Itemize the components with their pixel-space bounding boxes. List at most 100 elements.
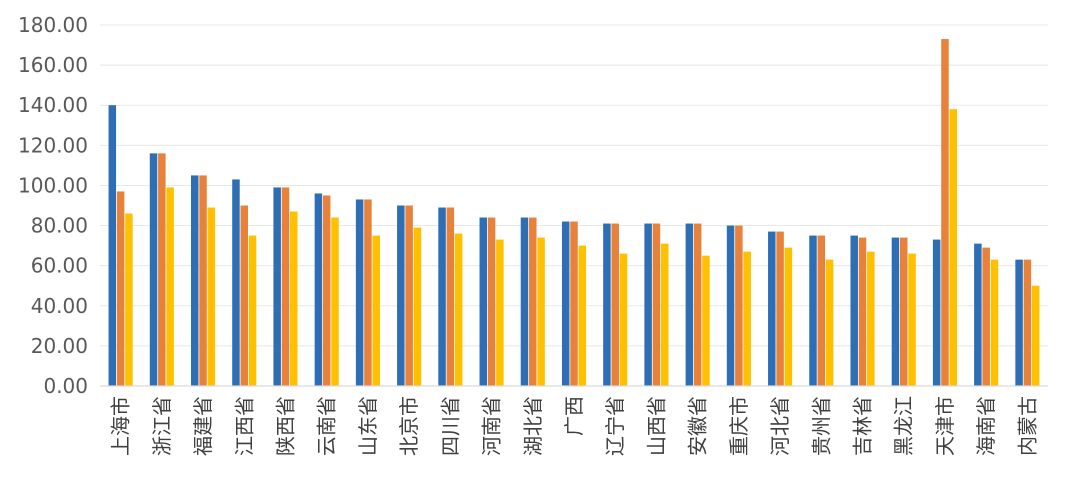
bar: [273, 187, 281, 386]
x-tick-label: 河南省: [480, 396, 504, 456]
bar: [990, 259, 999, 386]
bar: [949, 109, 958, 386]
bar: [726, 225, 735, 386]
x-tick-label: 四川省: [438, 396, 462, 456]
x-tick-label: 天津市: [933, 396, 957, 456]
bar: [199, 175, 207, 386]
bar: [108, 105, 117, 386]
bar: [974, 243, 982, 386]
bar: [372, 235, 380, 386]
bar: [364, 199, 372, 386]
bar: [932, 239, 941, 386]
x-tick-label: 江西省: [232, 396, 256, 456]
bar: [619, 253, 628, 386]
bar: [644, 223, 652, 386]
bar: [240, 205, 249, 386]
bar: [446, 207, 455, 386]
bar: [660, 243, 669, 386]
bar: [331, 217, 339, 386]
bar: [397, 205, 405, 386]
bar: [858, 237, 867, 386]
bar: [413, 227, 422, 386]
bar: [149, 153, 158, 386]
x-tick-label: 安徽省: [686, 396, 710, 456]
bar: [166, 187, 174, 386]
bar: [982, 247, 990, 386]
x-tick-label: 湖北省: [521, 396, 545, 456]
bar: [496, 239, 504, 386]
y-tick-label: 160.00: [18, 53, 88, 77]
bar: [693, 223, 702, 386]
y-tick-label: 80.00: [31, 214, 88, 238]
bar: [941, 39, 949, 386]
x-tick-label: 吉林省: [851, 396, 875, 456]
bar: [570, 221, 578, 386]
bar: [685, 223, 694, 386]
bar: [454, 233, 463, 386]
bar: [743, 251, 751, 386]
bar: [314, 193, 323, 386]
x-tick-label: 辽宁省: [603, 396, 627, 456]
bar: [809, 235, 817, 386]
bar: [190, 175, 199, 386]
bar: [438, 207, 446, 386]
y-tick-label: 120.00: [18, 133, 88, 157]
bar: [405, 205, 413, 386]
bar: [652, 223, 661, 386]
bar: [479, 217, 488, 386]
x-tick-label: 黑龙江: [892, 396, 916, 456]
bar: [1023, 259, 1032, 386]
x-tick-label: 山西省: [644, 396, 668, 456]
bar: [825, 259, 834, 386]
bar: [1031, 285, 1040, 386]
y-tick-label: 60.00: [31, 254, 88, 278]
x-tick-label: 内蒙古: [1015, 396, 1039, 456]
x-tick-label: 云南省: [315, 396, 339, 456]
x-tick-label: 贵州省: [809, 396, 833, 456]
bars: [108, 39, 1040, 386]
y-tick-label: 140.00: [18, 93, 88, 117]
bar: [768, 231, 776, 386]
x-axis-labels: 上海市 浙江省 福建省 江西省 陕西省 云南省 山东省 北京市 四川省 河南省 湖北省 广西 辽宁省 山西…: [109, 396, 1040, 456]
x-tick-label: 重庆市: [727, 396, 751, 456]
y-tick-label: 0.00: [43, 374, 88, 398]
y-axis-ticks: 0.00 20.00 40.00 60.00 80.00 100.00 120.00 140.…: [18, 13, 88, 398]
gridlines: [100, 24, 1048, 347]
x-tick-label: 福建省: [191, 396, 215, 456]
bar: [735, 225, 743, 386]
bar: [578, 245, 587, 386]
bar: [290, 211, 298, 386]
bar: [158, 153, 166, 386]
bar: [529, 217, 537, 386]
x-tick-label: 上海市: [109, 396, 133, 456]
bar: [520, 217, 529, 386]
bar: [322, 195, 331, 386]
bar: [125, 213, 133, 386]
bar: [891, 237, 900, 386]
bar: [355, 199, 364, 386]
y-tick-label: 100.00: [18, 173, 88, 197]
bar: [207, 207, 216, 386]
bar: [561, 221, 570, 386]
bar: [867, 251, 875, 386]
y-tick-label: 40.00: [31, 294, 88, 318]
bar: [908, 253, 916, 386]
y-tick-label: 20.00: [31, 334, 88, 358]
bar: [232, 179, 240, 386]
bar: [899, 237, 908, 386]
x-tick-label: 河北省: [768, 396, 792, 456]
x-tick-label: 山东省: [356, 396, 380, 456]
bar: [611, 223, 619, 386]
bar: [603, 223, 611, 386]
x-tick-label: 陕西省: [274, 396, 298, 456]
bar: [537, 237, 545, 386]
y-tick-label: 180.00: [18, 13, 88, 37]
bar: [776, 231, 784, 386]
bar: [281, 187, 290, 386]
bar: [487, 217, 496, 386]
bar: [817, 235, 826, 386]
x-tick-label: 北京市: [397, 396, 421, 456]
bar: [1015, 259, 1023, 386]
